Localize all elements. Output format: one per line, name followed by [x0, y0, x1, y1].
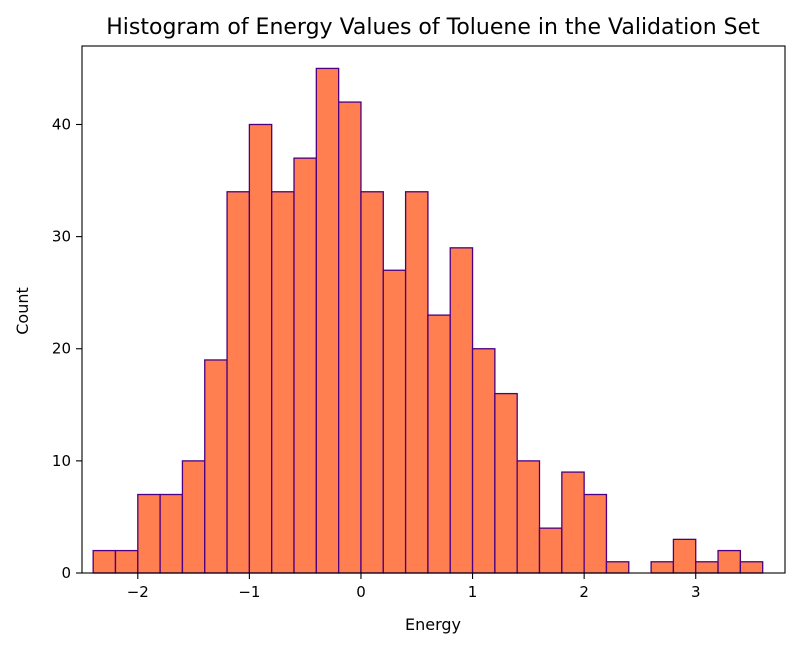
x-tick-label: −2 — [127, 583, 149, 601]
histogram-bar — [338, 101, 362, 574]
y-tick-label: 30 — [52, 228, 71, 246]
histogram-bar — [583, 493, 608, 574]
histogram-bar — [92, 549, 117, 574]
histogram-bar — [695, 561, 719, 574]
y-axis-label: Count — [13, 287, 32, 335]
histogram-bar — [739, 561, 764, 574]
histogram-bar — [248, 123, 273, 574]
histogram-bar — [293, 157, 317, 574]
histogram-bar — [204, 359, 228, 574]
histogram-bar — [114, 549, 139, 574]
histogram-bar — [449, 247, 474, 574]
histogram-bar — [137, 493, 161, 574]
y-tick-label: 10 — [52, 452, 71, 470]
histogram-bar — [561, 471, 585, 574]
y-tick-label: 0 — [61, 564, 71, 582]
chart-title: Histogram of Energy Values of Toluene in… — [106, 15, 760, 40]
histogram-bar — [717, 549, 742, 574]
histogram-bar — [404, 191, 429, 574]
x-tick-label: 3 — [691, 583, 701, 601]
histogram-bar — [538, 527, 563, 574]
x-tick-label: −1 — [238, 583, 260, 601]
x-tick-label: 2 — [579, 583, 589, 601]
histogram-bar — [650, 561, 675, 574]
x-axis-label: Energy — [405, 615, 461, 634]
histogram-bar — [181, 460, 206, 574]
x-tick-label: 0 — [356, 583, 366, 601]
histogram-bar — [516, 460, 541, 574]
histogram-bar — [315, 67, 340, 574]
x-tick-label: 1 — [468, 583, 478, 601]
histogram-bar — [427, 314, 451, 574]
plot-frame — [81, 45, 786, 574]
histogram-bar — [494, 392, 518, 574]
histogram-bar — [382, 269, 407, 574]
histogram-bar — [605, 561, 630, 574]
bars-group — [92, 67, 764, 574]
histogram-bar — [159, 493, 184, 574]
histogram-bar — [226, 191, 251, 574]
y-tick-label: 20 — [52, 340, 71, 358]
histogram-bar — [471, 348, 496, 574]
histogram-bar — [360, 191, 384, 574]
histogram-bar — [672, 538, 697, 574]
y-tick-label: 40 — [52, 115, 71, 133]
histogram-bar — [271, 191, 295, 574]
